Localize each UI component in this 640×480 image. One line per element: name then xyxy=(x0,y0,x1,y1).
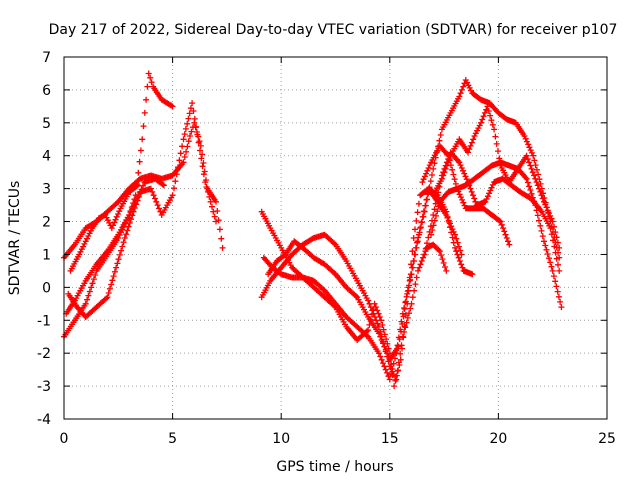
y-tick-label: 2 xyxy=(42,215,51,231)
y-tick-label: 0 xyxy=(42,280,51,296)
y-axis-label: SDTVAR / TECUs xyxy=(7,181,23,296)
series-track-12 xyxy=(419,142,513,248)
x-tick-label: 0 xyxy=(60,431,69,447)
y-tick-label: -3 xyxy=(37,379,51,395)
y-tick-label: -1 xyxy=(37,313,51,329)
y-tick-label: -2 xyxy=(37,346,51,362)
x-tick-label: 25 xyxy=(598,431,616,447)
plot-frame xyxy=(63,56,608,420)
series-track-4 xyxy=(65,175,167,320)
plus-markers xyxy=(265,77,563,363)
series-track-5 xyxy=(67,182,141,274)
y-tick-label: 1 xyxy=(42,247,51,263)
plus-markers xyxy=(63,100,219,317)
series-track-3 xyxy=(63,100,219,317)
y-tick-label: -4 xyxy=(37,412,51,428)
plus-markers xyxy=(419,142,513,248)
x-axis-label: GPS time / hours xyxy=(276,459,393,475)
axis-ticks: 0 5 10 15 20 25 -4 -3 -2 -1 0 1 2 3 4 5 6 7 xyxy=(37,50,616,447)
series-track-13 xyxy=(430,103,563,251)
y-tick-label: 6 xyxy=(42,83,51,99)
y-tick-label: 4 xyxy=(42,149,51,165)
x-tick-label: 15 xyxy=(381,431,399,447)
x-tick-label: 5 xyxy=(168,431,177,447)
chart-title: Day 217 of 2022, Sidereal Day-to-day VTE… xyxy=(49,22,618,38)
series-track-9 xyxy=(265,77,563,363)
plus-markers xyxy=(65,175,167,320)
data-points xyxy=(61,70,565,390)
plus-markers xyxy=(67,182,141,274)
x-tick-label: 10 xyxy=(272,431,290,447)
y-tick-label: 7 xyxy=(42,50,51,66)
y-tick-label: 5 xyxy=(42,116,51,132)
x-tick-label: 20 xyxy=(489,431,507,447)
plus-markers xyxy=(430,103,563,251)
y-tick-label: 3 xyxy=(42,182,51,198)
